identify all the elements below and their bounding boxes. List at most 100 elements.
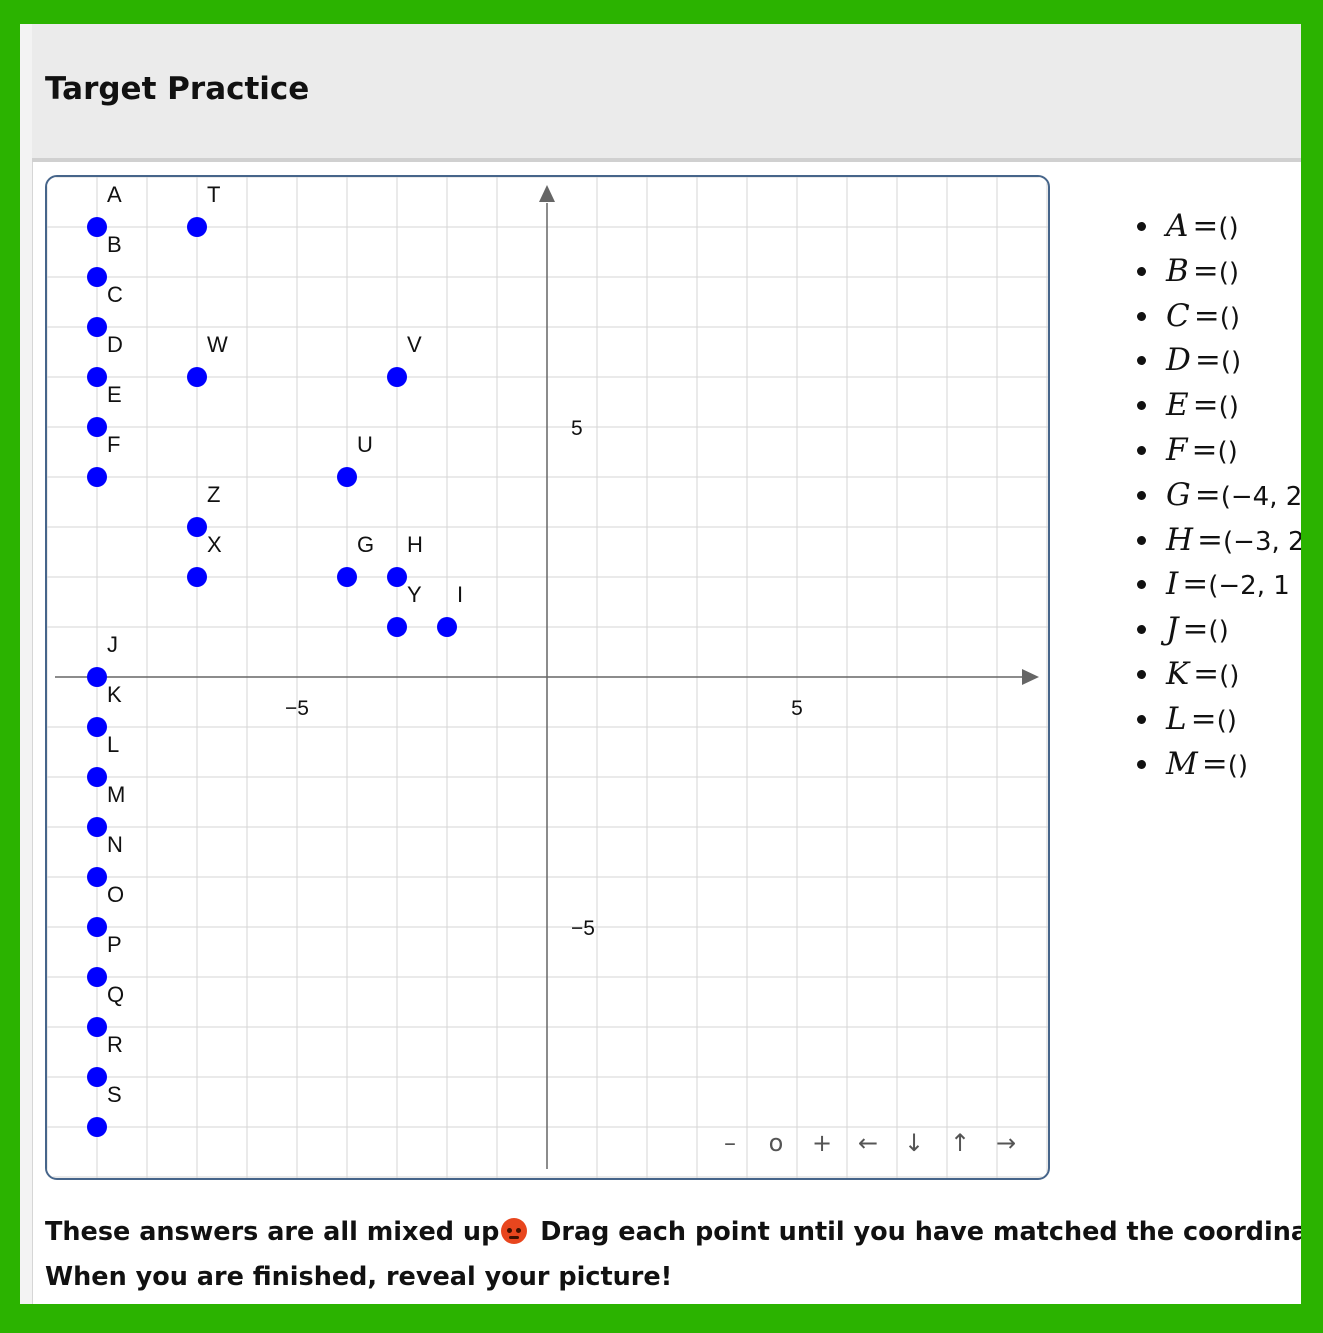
point-label-v: V <box>407 332 422 357</box>
panel-left-edge <box>20 24 33 1304</box>
coordinate-var: L <box>1166 700 1187 737</box>
point-n[interactable] <box>87 867 107 887</box>
bullet-icon <box>1137 759 1146 769</box>
point-i[interactable] <box>437 617 457 637</box>
coordinate-var: J <box>1166 611 1179 648</box>
coordinate-value: () <box>1208 616 1229 647</box>
coordinate-value: () <box>1219 302 1241 333</box>
bullet-icon <box>1137 714 1146 724</box>
angry-face-icon <box>501 1218 528 1244</box>
reset-zoom-button[interactable]: o <box>768 1129 784 1157</box>
bullet-icon <box>1137 625 1146 635</box>
coordinate-value: (−2, 1 <box>1208 571 1290 602</box>
bullet-icon <box>1137 580 1146 590</box>
point-label-e: E <box>107 382 122 407</box>
point-label-y: Y <box>407 582 422 607</box>
coordinate-value: () <box>1216 705 1237 736</box>
coordinate-item-c: C =() <box>1136 294 1301 339</box>
graph-board[interactable]: −5 5 5 −5 A B C D E F J K L M N O P Q R S T W Z X V U G H Y I – o + ←… <box>45 175 1050 1180</box>
point-a[interactable] <box>87 217 107 237</box>
point-v[interactable] <box>387 367 407 387</box>
point-r[interactable] <box>87 1067 107 1087</box>
pan-down-button[interactable]: ↓ <box>903 1129 925 1157</box>
point-label-z: Z <box>207 482 220 507</box>
point-c[interactable] <box>87 317 107 337</box>
point-x[interactable] <box>187 567 207 587</box>
coordinate-item-m: M =() <box>1136 742 1301 787</box>
point-label-t: T <box>207 182 220 207</box>
point-o[interactable] <box>87 917 107 937</box>
graph-navigation-bar: – o + ← ↓ ↑ → <box>707 1127 1029 1159</box>
coordinate-item-d: D =() <box>1136 338 1301 383</box>
point-label-m: M <box>107 782 125 807</box>
point-label-b: B <box>107 232 122 257</box>
point-t[interactable] <box>187 217 207 237</box>
coordinate-var: K <box>1166 655 1190 692</box>
instructions-line-2: When you are finished, reveal your pictu… <box>45 1262 673 1292</box>
coordinate-item-k: K =() <box>1136 652 1301 697</box>
point-z[interactable] <box>187 517 207 537</box>
point-label-a: A <box>107 182 122 207</box>
coordinate-var: H <box>1166 521 1194 558</box>
point-u[interactable] <box>337 467 357 487</box>
coordinate-item-b: B =() <box>1136 249 1301 294</box>
pan-up-button[interactable]: ↑ <box>949 1129 971 1157</box>
instructions-text-b: Drag each point until you have matched t… <box>531 1217 1301 1247</box>
instructions: These answers are all mixed up Drag each… <box>45 1210 1301 1300</box>
point-l[interactable] <box>87 767 107 787</box>
point-b[interactable] <box>87 267 107 287</box>
coordinate-item-l: L =() <box>1136 697 1301 742</box>
point-label-o: O <box>107 882 124 907</box>
bullet-icon <box>1137 222 1146 231</box>
pan-left-button[interactable]: ← <box>857 1129 879 1157</box>
point-j[interactable] <box>87 667 107 687</box>
point-s[interactable] <box>87 1117 107 1137</box>
point-q[interactable] <box>87 1017 107 1037</box>
coordinate-item-f: F =() <box>1136 428 1301 473</box>
instructions-text-a: These answers are all mixed up <box>45 1217 500 1247</box>
coordinate-value: () <box>1227 750 1249 781</box>
point-m[interactable] <box>87 817 107 837</box>
pan-right-button[interactable]: → <box>995 1129 1017 1157</box>
coordinate-var: E <box>1166 387 1189 424</box>
point-y[interactable] <box>387 617 407 637</box>
point-label-h: H <box>407 532 423 557</box>
point-w[interactable] <box>187 367 207 387</box>
bullet-icon <box>1137 445 1146 455</box>
bullet-icon <box>1137 669 1146 679</box>
coordinate-value: () <box>1219 660 1240 691</box>
point-p[interactable] <box>87 967 107 987</box>
coordinate-var: M <box>1166 745 1198 782</box>
point-label-r: R <box>107 1032 123 1057</box>
bullet-icon <box>1137 490 1146 500</box>
point-label-w: W <box>207 332 228 357</box>
zoom-out-button[interactable]: – <box>724 1129 736 1157</box>
coordinate-item-j: J =() <box>1136 607 1301 652</box>
y-axis-arrow-icon <box>539 185 555 202</box>
y-tick-label: −5 <box>571 917 595 940</box>
point-d[interactable] <box>87 367 107 387</box>
x-tick-label: −5 <box>285 697 309 720</box>
zoom-in-button[interactable]: + <box>811 1129 833 1157</box>
coordinate-var: D <box>1166 342 1191 379</box>
point-label-n: N <box>107 832 123 857</box>
y-tick-label: 5 <box>571 417 583 440</box>
coordinate-list: A =() B =() C =() D =() E =() F =() G =(−4, 2 H… <box>1136 204 1301 786</box>
point-f[interactable] <box>87 467 107 487</box>
point-h[interactable] <box>387 567 407 587</box>
point-e[interactable] <box>87 417 107 437</box>
coordinate-item-g: G =(−4, 2 <box>1136 473 1301 518</box>
coordinate-value: () <box>1218 257 1240 288</box>
bullet-icon <box>1137 535 1146 545</box>
coordinate-item-e: E =() <box>1136 383 1301 428</box>
point-label-j: J <box>107 632 118 657</box>
point-label-c: C <box>107 282 123 307</box>
instructions-line-1: These answers are all mixed up Drag each… <box>45 1210 1301 1255</box>
point-g[interactable] <box>337 567 357 587</box>
point-label-p: P <box>107 932 122 957</box>
point-k[interactable] <box>87 717 107 737</box>
coordinate-var: C <box>1166 297 1190 334</box>
activity-panel: Target Practice −5 5 5 −5 A B C D E F J K L M N O P Q R S T W… <box>20 24 1301 1304</box>
point-label-s: S <box>107 1082 122 1107</box>
